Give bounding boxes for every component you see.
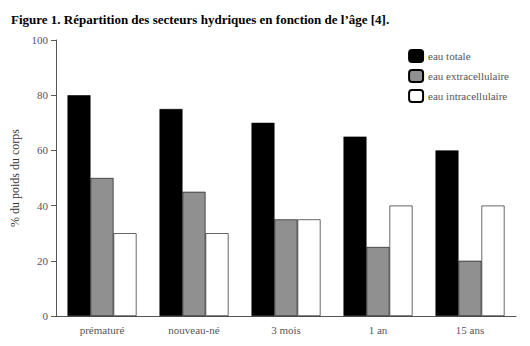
svg-text:20: 20 [37, 255, 49, 267]
svg-text:eau extracellulaire: eau extracellulaire [428, 70, 509, 82]
svg-text:80: 80 [37, 89, 49, 101]
svg-text:nouveau-né: nouveau-né [168, 324, 219, 336]
svg-text:0: 0 [43, 310, 49, 322]
svg-text:40: 40 [37, 200, 49, 212]
svg-text:15 ans: 15 ans [456, 324, 484, 336]
svg-text:% du poids du corps: % du poids du corps [8, 129, 22, 227]
svg-text:1 an: 1 an [369, 324, 388, 336]
svg-text:60: 60 [37, 144, 49, 156]
svg-text:eau totale: eau totale [428, 50, 471, 62]
svg-text:eau intracellulaire: eau intracellulaire [428, 90, 507, 102]
svg-text:3 mois: 3 mois [271, 324, 301, 336]
svg-text:Figure 1. Répartition des sect: Figure 1. Répartition des secteurs hydri… [11, 12, 389, 27]
svg-text:100: 100 [32, 34, 49, 46]
svg-text:prématuré: prématuré [80, 324, 125, 336]
